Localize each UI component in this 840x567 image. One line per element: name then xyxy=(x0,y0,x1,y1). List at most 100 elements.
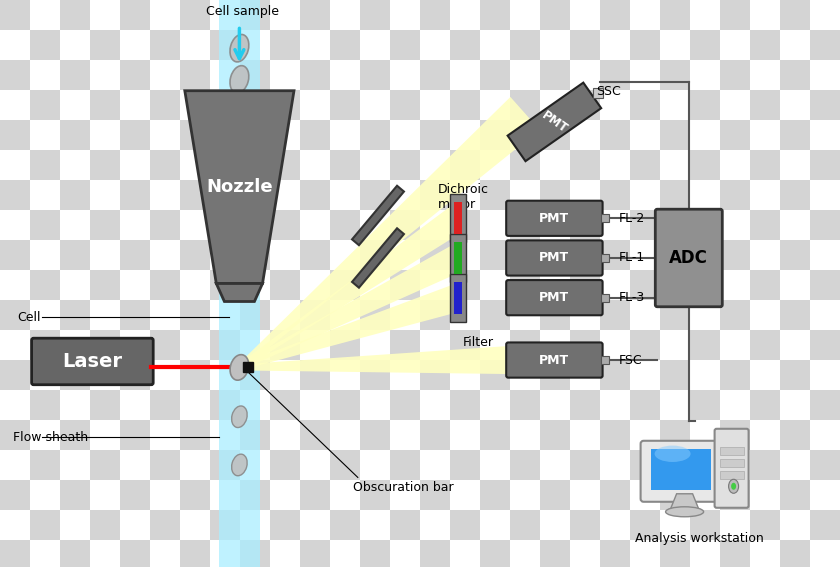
Bar xyxy=(690,150,720,180)
Bar xyxy=(210,270,240,300)
Bar xyxy=(750,30,780,60)
Bar xyxy=(0,510,30,540)
Bar xyxy=(390,360,420,390)
Bar xyxy=(601,294,609,302)
Polygon shape xyxy=(352,186,404,245)
Bar xyxy=(300,540,330,567)
Bar xyxy=(390,150,420,180)
Bar xyxy=(120,240,150,270)
Bar xyxy=(510,510,540,540)
Bar xyxy=(60,30,90,60)
Bar xyxy=(810,240,840,270)
Bar xyxy=(630,150,660,180)
Bar xyxy=(330,0,360,30)
Bar xyxy=(420,210,450,240)
Bar xyxy=(120,300,150,330)
Bar xyxy=(450,270,480,300)
Bar xyxy=(270,180,300,210)
Bar xyxy=(720,120,750,150)
Bar xyxy=(270,360,300,390)
Bar xyxy=(210,60,240,90)
Bar xyxy=(90,180,120,210)
Bar xyxy=(180,540,210,567)
Polygon shape xyxy=(217,284,263,302)
Bar xyxy=(810,480,840,510)
Bar xyxy=(90,90,120,120)
Bar xyxy=(540,420,570,450)
Bar xyxy=(0,150,30,180)
Bar xyxy=(630,330,660,360)
Bar xyxy=(720,390,750,420)
Bar xyxy=(480,120,510,150)
Bar xyxy=(210,510,240,540)
Bar xyxy=(150,0,180,30)
Bar xyxy=(570,150,600,180)
Bar xyxy=(810,30,840,60)
Bar xyxy=(360,90,390,120)
Polygon shape xyxy=(238,207,465,370)
FancyBboxPatch shape xyxy=(507,280,602,315)
Bar xyxy=(720,420,750,450)
Bar xyxy=(210,0,240,30)
Bar xyxy=(810,120,840,150)
Ellipse shape xyxy=(665,507,704,517)
Bar xyxy=(240,120,270,150)
Bar xyxy=(120,30,150,60)
Bar xyxy=(270,300,300,330)
Bar xyxy=(150,30,180,60)
Bar xyxy=(60,90,90,120)
Bar xyxy=(450,450,480,480)
Bar xyxy=(90,120,120,150)
Bar xyxy=(540,150,570,180)
Bar xyxy=(690,30,720,60)
Bar xyxy=(540,240,570,270)
Bar xyxy=(660,210,690,240)
FancyBboxPatch shape xyxy=(507,201,602,236)
Bar xyxy=(750,360,780,390)
Polygon shape xyxy=(185,91,294,284)
Bar xyxy=(0,420,30,450)
Bar xyxy=(270,120,300,150)
Bar xyxy=(630,120,660,150)
Bar xyxy=(240,390,270,420)
Bar xyxy=(780,240,810,270)
Bar xyxy=(480,240,510,270)
Bar xyxy=(390,390,420,420)
Polygon shape xyxy=(239,284,462,370)
Bar xyxy=(300,0,330,30)
Text: FL-1: FL-1 xyxy=(618,252,645,264)
Bar xyxy=(540,540,570,567)
Bar xyxy=(570,330,600,360)
Bar xyxy=(720,360,750,390)
Ellipse shape xyxy=(230,354,249,380)
Bar xyxy=(810,270,840,300)
Bar xyxy=(510,240,540,270)
Bar xyxy=(810,0,840,30)
Bar xyxy=(150,480,180,510)
Bar xyxy=(660,420,690,450)
Bar xyxy=(210,150,240,180)
Bar xyxy=(420,420,450,450)
Bar xyxy=(600,360,630,390)
Bar xyxy=(360,330,390,360)
Text: Filter: Filter xyxy=(463,336,494,349)
Bar xyxy=(60,540,90,567)
Bar xyxy=(510,390,540,420)
Bar xyxy=(720,210,750,240)
Bar xyxy=(540,360,570,390)
Bar xyxy=(720,540,750,567)
Bar xyxy=(750,90,780,120)
Text: PMT: PMT xyxy=(539,108,570,136)
Bar xyxy=(780,300,810,330)
Bar xyxy=(450,330,480,360)
Bar xyxy=(600,300,630,330)
Bar xyxy=(360,360,390,390)
Bar xyxy=(510,150,540,180)
Bar xyxy=(300,180,330,210)
Bar xyxy=(150,210,180,240)
Bar xyxy=(90,360,120,390)
Bar xyxy=(240,360,270,390)
Bar xyxy=(240,450,270,480)
Bar xyxy=(750,450,780,480)
Bar xyxy=(450,510,480,540)
